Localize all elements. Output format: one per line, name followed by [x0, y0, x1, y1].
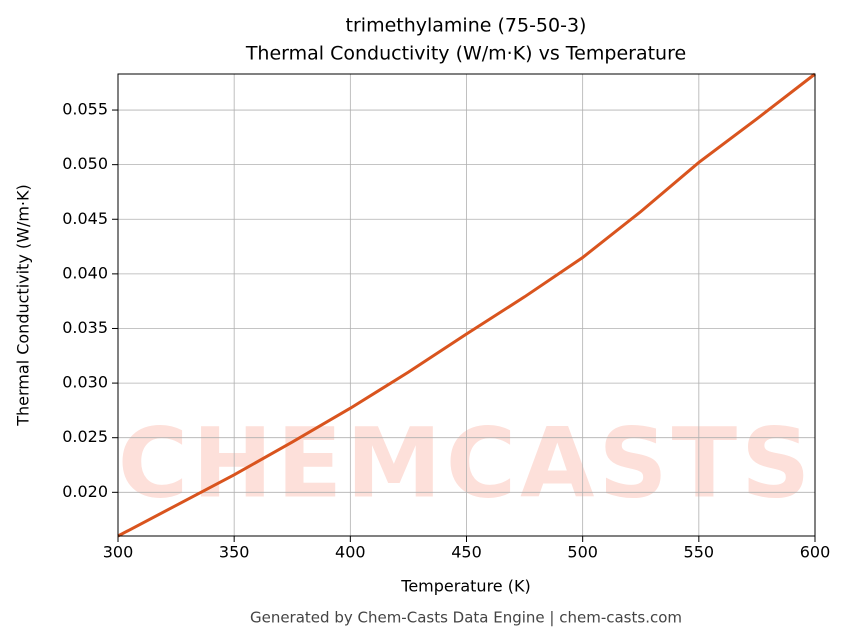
- watermark: CHEMCASTS: [118, 407, 814, 519]
- x-tick-label: 550: [684, 543, 715, 562]
- y-tick-label: 0.030: [62, 373, 108, 392]
- plot-frame: [117, 73, 816, 537]
- y-tick-label: 0.045: [62, 209, 108, 228]
- y-tick-label: 0.020: [62, 482, 108, 501]
- x-tick-label: 300: [103, 543, 134, 562]
- y-tick-label: 0.050: [62, 154, 108, 173]
- chart-title: trimethylamine (75-50-3): [346, 15, 587, 37]
- y-tick-label: 0.035: [62, 318, 108, 337]
- y-tick-label: 0.040: [62, 263, 108, 282]
- footer: Generated by Chem-Casts Data Engine | ch…: [250, 609, 682, 627]
- y-axis-label: Thermal Conductivity (W/m·K): [14, 184, 33, 427]
- x-tick-label: 450: [451, 543, 482, 562]
- x-tick-label: 500: [567, 543, 598, 562]
- x-tick-label: 350: [219, 543, 250, 562]
- x-tick-label: 400: [335, 543, 366, 562]
- y-tick-label: 0.025: [62, 427, 108, 446]
- data-line: [117, 72, 816, 538]
- x-tick-label: 600: [800, 543, 831, 562]
- chart-subtitle: Thermal Conductivity (W/m·K) vs Temperat…: [245, 43, 686, 65]
- y-tick-label: 0.055: [62, 100, 108, 119]
- x-axis-label: Temperature (K): [400, 577, 530, 596]
